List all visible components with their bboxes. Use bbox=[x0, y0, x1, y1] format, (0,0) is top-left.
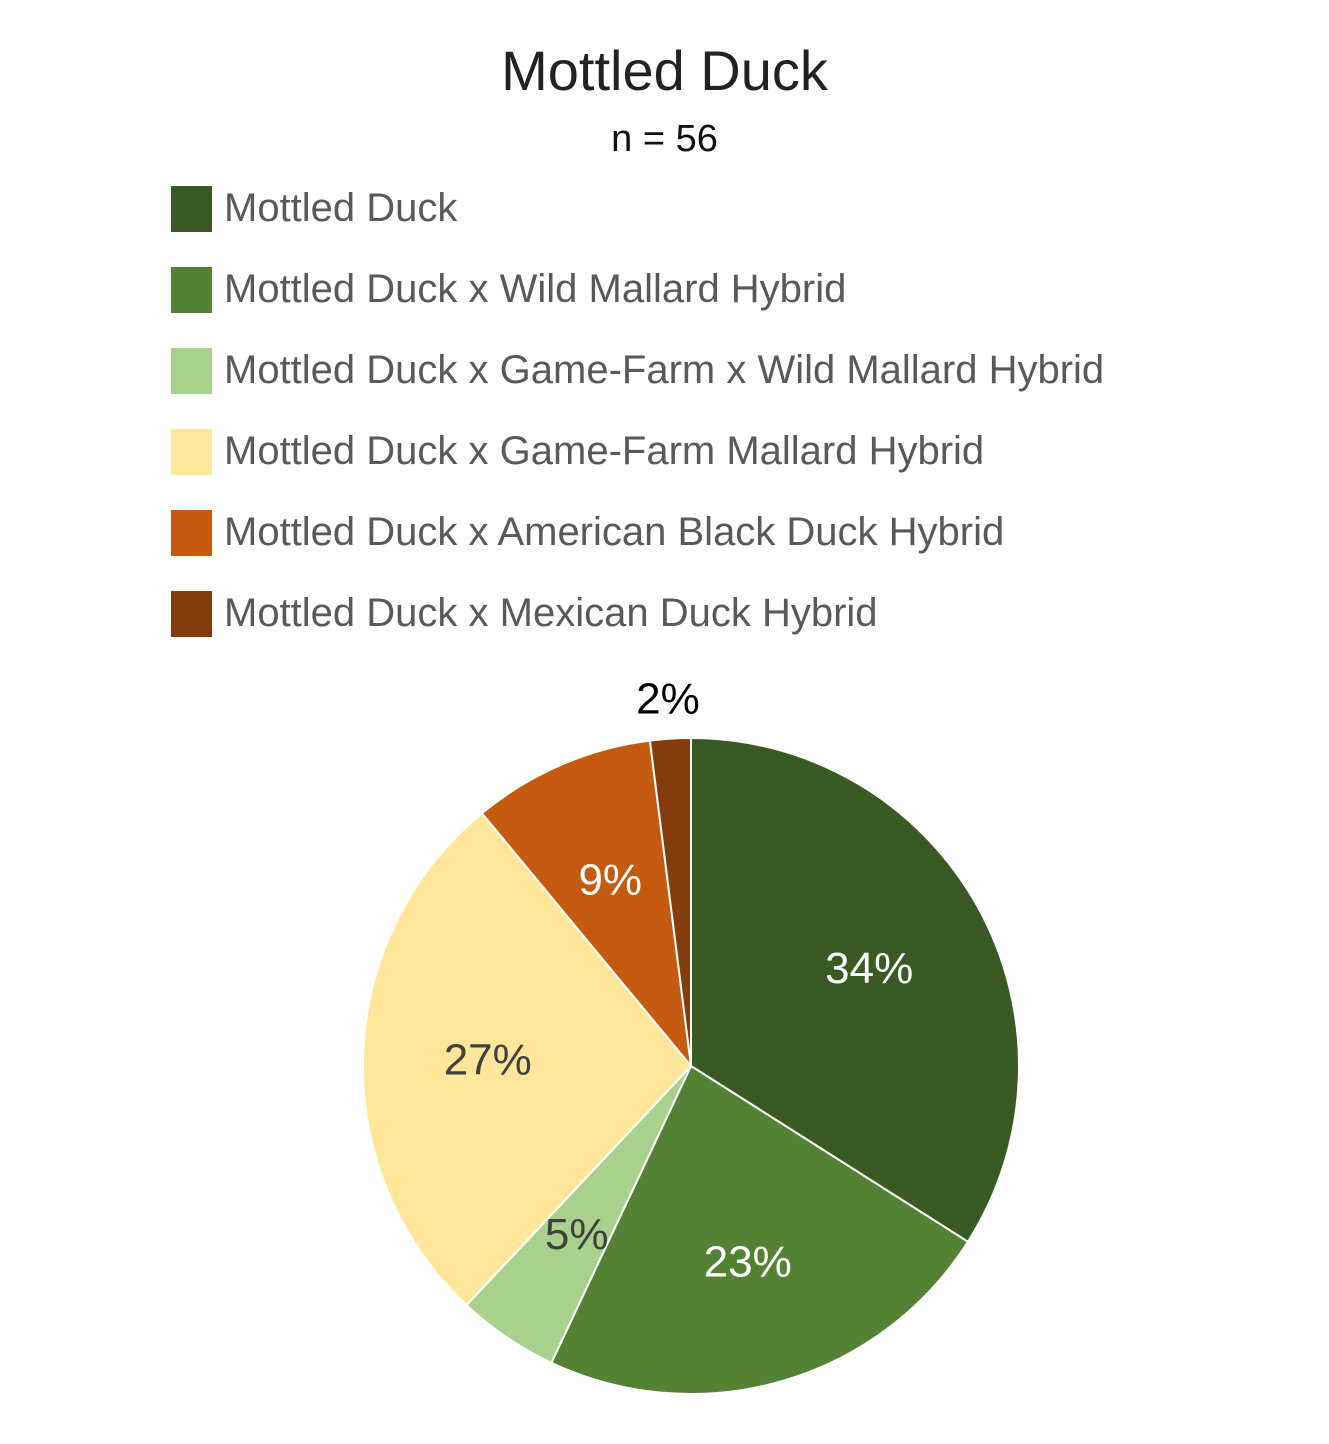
data-label: 34% bbox=[825, 944, 913, 993]
legend-swatch bbox=[171, 347, 212, 394]
pie-slice bbox=[480, 739, 693, 1070]
data-label: 23% bbox=[704, 1237, 792, 1286]
data-label: 9% bbox=[578, 855, 642, 904]
legend-swatch bbox=[171, 185, 212, 232]
data-label: 2% bbox=[636, 675, 700, 724]
legend-item-game-farm-mallard-hybrid: Mottled Duck x Game-Farm Mallard Hybrid bbox=[171, 411, 1291, 492]
legend-item-american-black-duck-hybrid: Mottled Duck x American Black Duck Hybri… bbox=[171, 492, 1291, 573]
chart-title: Mottled Duck bbox=[501, 39, 828, 102]
legend-swatch bbox=[171, 590, 212, 637]
legend-swatch bbox=[171, 428, 212, 475]
legend-label: Mottled Duck bbox=[224, 186, 458, 230]
legend-item-mexican-duck-hybrid: Mottled Duck x Mexican Duck Hybrid bbox=[171, 573, 1291, 654]
pie-slice bbox=[690, 736, 1020, 1244]
legend-label: Mottled Duck x Game-Farm x Wild Mallard … bbox=[224, 348, 1105, 392]
pie-chart: 34% 23% 5% 27% 9% 2% bbox=[362, 675, 1020, 1395]
legend-label: Mottled Duck x Mexican Duck Hybrid bbox=[224, 591, 878, 635]
legend-label: Mottled Duck x Wild Mallard Hybrid bbox=[224, 267, 847, 311]
legend-swatch bbox=[171, 509, 212, 556]
data-label: 27% bbox=[444, 1036, 532, 1085]
pie-slice bbox=[550, 1064, 970, 1395]
legend-swatch bbox=[171, 266, 212, 313]
pie-slice bbox=[362, 811, 693, 1307]
legend-item-wild-mallard-hybrid: Mottled Duck x Wild Mallard Hybrid bbox=[171, 249, 1291, 330]
legend: Mottled Duck Mottled Duck x Wild Mallard… bbox=[171, 168, 1291, 654]
legend-label: Mottled Duck x Game-Farm Mallard Hybrid bbox=[224, 429, 985, 473]
legend-item-game-farm-wild-mallard-hybrid: Mottled Duck x Game-Farm x Wild Mallard … bbox=[171, 330, 1291, 411]
legend-label: Mottled Duck x American Black Duck Hybri… bbox=[224, 510, 1005, 554]
pie-labels: 34% 23% 5% 27% 9% 2% bbox=[444, 675, 914, 1287]
chart-subtitle: n = 56 bbox=[611, 118, 718, 160]
legend-item-mottled-duck: Mottled Duck bbox=[171, 168, 1291, 249]
pie-slice bbox=[648, 736, 692, 1067]
data-label: 5% bbox=[545, 1210, 609, 1259]
pie-slices bbox=[362, 736, 1020, 1395]
